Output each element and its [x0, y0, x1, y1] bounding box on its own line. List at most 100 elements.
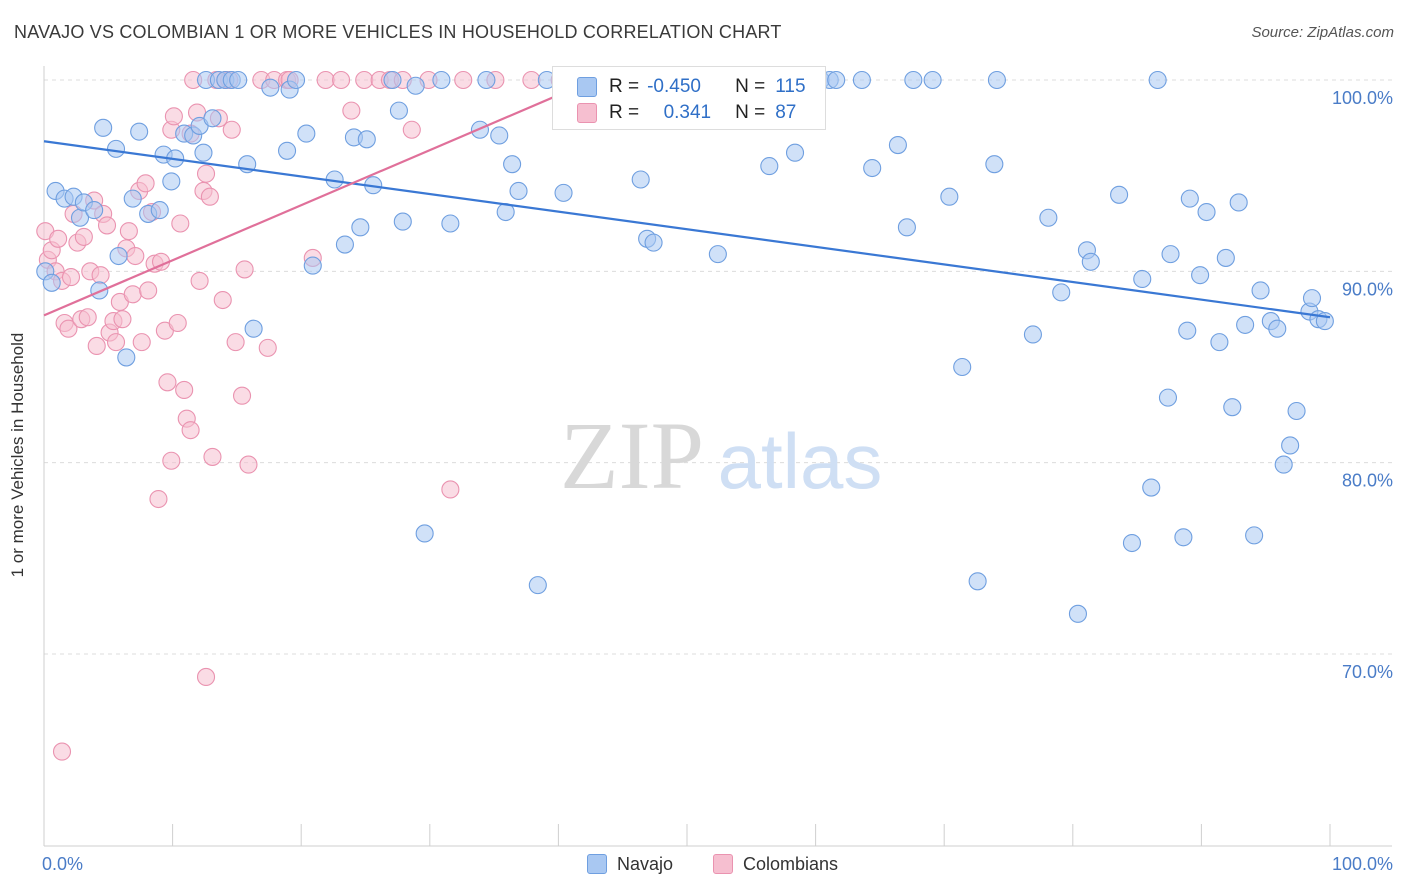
colombian-point [149, 489, 168, 509]
navajo-point [1023, 325, 1042, 344]
navajo-point [923, 70, 942, 90]
x-tick-label-right: 100.0% [1332, 854, 1393, 874]
navajo-point [904, 70, 923, 90]
colombian-swatch [713, 854, 733, 874]
navajo-point [389, 101, 408, 120]
axes [43, 66, 1392, 847]
navajo-point [297, 124, 316, 143]
navajo-point [441, 214, 460, 233]
navajo-point [1287, 401, 1306, 421]
navajo-point [509, 181, 528, 201]
legend-r-label: R = [609, 76, 640, 97]
navajo-point [987, 70, 1006, 90]
colombian-point [441, 480, 460, 499]
navajo-point [1148, 70, 1167, 90]
navajo-point [1191, 266, 1210, 285]
colombian-point [78, 308, 97, 327]
legend-n-label: N = [735, 76, 766, 97]
colombian-point [226, 333, 245, 352]
navajo-point [1068, 604, 1087, 623]
colombian-point [235, 260, 254, 279]
navajo-point [335, 235, 354, 254]
navajo-point [968, 572, 987, 591]
legend-r-value: -0.450 [647, 76, 701, 97]
colombian-point [316, 70, 335, 90]
navajo-point [1302, 289, 1322, 308]
chart-title: NAVAJO VS COLOMBIAN 1 OR MORE VEHICLES I… [14, 22, 782, 42]
watermark-atlas: atlas [718, 417, 883, 505]
source-label: Source: ZipAtlas.com [1251, 24, 1394, 41]
y-tick-label: 100.0% [1332, 88, 1393, 108]
colombian-point [181, 421, 200, 440]
colombian-point [91, 266, 110, 285]
navajo-point [393, 212, 412, 231]
navajo-point [1122, 533, 1142, 553]
navajo-point [203, 109, 222, 128]
legend-row-navajo: R = -0.450 N = 115 [577, 75, 806, 99]
navajo-point [1216, 248, 1235, 267]
navajo-point [117, 348, 136, 367]
navajo-point [42, 273, 61, 292]
navajo-point [1236, 315, 1255, 334]
colombian-point [222, 120, 241, 139]
navajo-swatch [577, 77, 597, 97]
navajo-point [351, 218, 370, 237]
navajo-point [106, 139, 126, 158]
colombian-point [119, 222, 138, 241]
colombian-point [342, 101, 361, 120]
colombian-point [158, 373, 177, 392]
colombian-point [332, 70, 351, 90]
colombian-point [61, 268, 81, 287]
navajo-point [477, 70, 496, 90]
navajo-point [1052, 283, 1071, 302]
navajo-point [229, 70, 248, 90]
colombian-point [203, 447, 222, 466]
navajo-point [1281, 436, 1300, 455]
navajo-point [194, 143, 213, 162]
colombian-point [162, 451, 181, 470]
colombian-point [168, 313, 187, 333]
bottom-legend-colombians: Colombians [713, 851, 838, 877]
navajo-point [1229, 193, 1248, 212]
colombian-trend-line [43, 88, 572, 317]
bottom-legend-label: Navajo [617, 853, 674, 874]
colombian-point [171, 214, 190, 233]
colombian-point [200, 187, 219, 206]
colombian-point [454, 70, 473, 90]
colombian-point [522, 70, 541, 90]
navajo-point [303, 256, 322, 275]
navajo-point [123, 189, 142, 208]
colombian-point [126, 246, 145, 266]
navajo-point [503, 155, 522, 174]
navajo-point [1174, 528, 1193, 547]
navajo-point [162, 172, 181, 191]
navajo-swatch [587, 854, 607, 874]
navajo-point [1245, 526, 1264, 545]
colombian-point [136, 174, 155, 193]
colombian-point [97, 216, 117, 235]
navajo-point [287, 70, 306, 90]
navajo-point [109, 246, 128, 266]
colombian-point [402, 120, 421, 139]
colombian-point [132, 333, 151, 352]
legend-r-value: 0.341 [663, 102, 712, 123]
navajo-point [244, 319, 263, 338]
navajo-point [1133, 269, 1152, 289]
navajo-point [278, 141, 297, 160]
navajo-point [432, 70, 451, 90]
navajo-point [631, 170, 650, 189]
legend-r-label: R = [609, 102, 640, 123]
navajo-point [1178, 321, 1197, 340]
navajo-point [1039, 208, 1058, 227]
navajo-point [357, 130, 376, 149]
legend-row-colombians: R = 0.341 N = 87 [577, 101, 796, 125]
navajo-point [383, 70, 402, 90]
colombian-point [213, 290, 232, 310]
colombian-point [232, 386, 252, 405]
navajo-point [1180, 189, 1199, 208]
navajo-point [528, 576, 547, 595]
colombian-point [106, 333, 126, 352]
navajo-point [940, 187, 959, 206]
navajo-point [554, 183, 573, 202]
